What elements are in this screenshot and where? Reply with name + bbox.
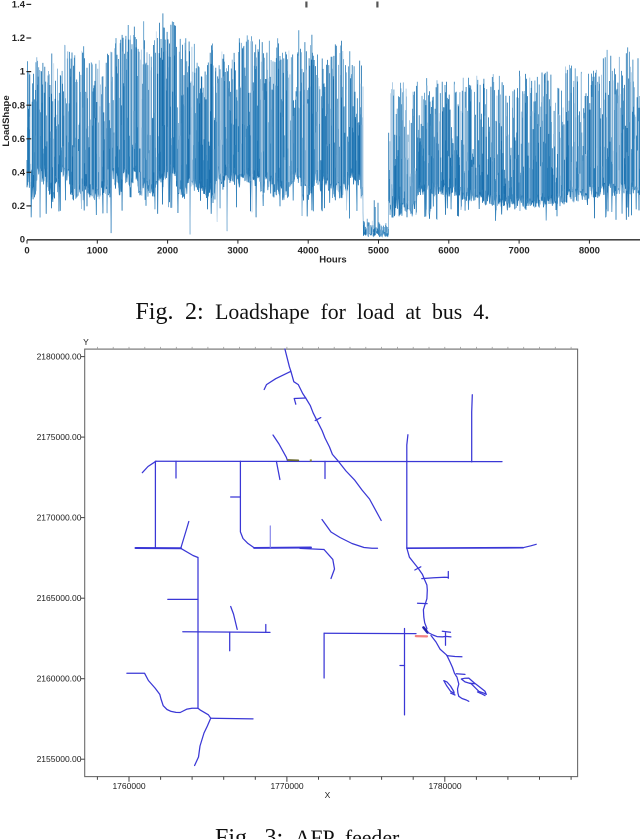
svg-text:2180000.00: 2180000.00 (37, 352, 82, 362)
svg-text:3000: 3000 (227, 245, 248, 256)
svg-text:1780000: 1780000 (428, 781, 461, 791)
svg-text:2155000.00: 2155000.00 (37, 754, 82, 764)
svg-text:0: 0 (20, 235, 25, 246)
svg-text:1770000: 1770000 (270, 781, 303, 791)
svg-text:6000: 6000 (438, 245, 459, 256)
svg-text:0.8: 0.8 (12, 100, 25, 111)
svg-text:2165000.00: 2165000.00 (37, 593, 82, 603)
svg-text:Fig. 3: AFP feeder: Fig. 3: AFP feeder (215, 825, 400, 839)
svg-text:1.2: 1.2 (12, 33, 25, 44)
svg-text:4000: 4000 (298, 245, 319, 256)
svg-text:0: 0 (24, 245, 29, 256)
svg-text:Y: Y (83, 337, 89, 347)
svg-text:Fig. 2: Loadshape for load at: Fig. 2: Loadshape for load at bus 4. (135, 299, 489, 325)
svg-text:0.4: 0.4 (12, 167, 26, 178)
svg-text:2175000.00: 2175000.00 (37, 432, 82, 442)
svg-text:7000: 7000 (509, 245, 530, 256)
svg-text:5000: 5000 (368, 245, 389, 256)
svg-text:8000: 8000 (579, 245, 600, 256)
svg-text:0.2: 0.2 (12, 201, 25, 212)
svg-text:2170000.00: 2170000.00 (37, 513, 82, 523)
svg-text:X: X (325, 790, 331, 800)
svg-text:0.6: 0.6 (12, 134, 25, 145)
svg-text:LoadShape: LoadShape (1, 95, 12, 146)
svg-text:1000: 1000 (87, 245, 108, 256)
svg-text:2000: 2000 (157, 245, 178, 256)
svg-text:1: 1 (20, 67, 26, 78)
svg-text:1760000: 1760000 (112, 781, 145, 791)
svg-text:Hours: Hours (319, 254, 346, 265)
svg-text:1.4: 1.4 (12, 0, 26, 11)
svg-text:2160000.00: 2160000.00 (37, 674, 82, 684)
